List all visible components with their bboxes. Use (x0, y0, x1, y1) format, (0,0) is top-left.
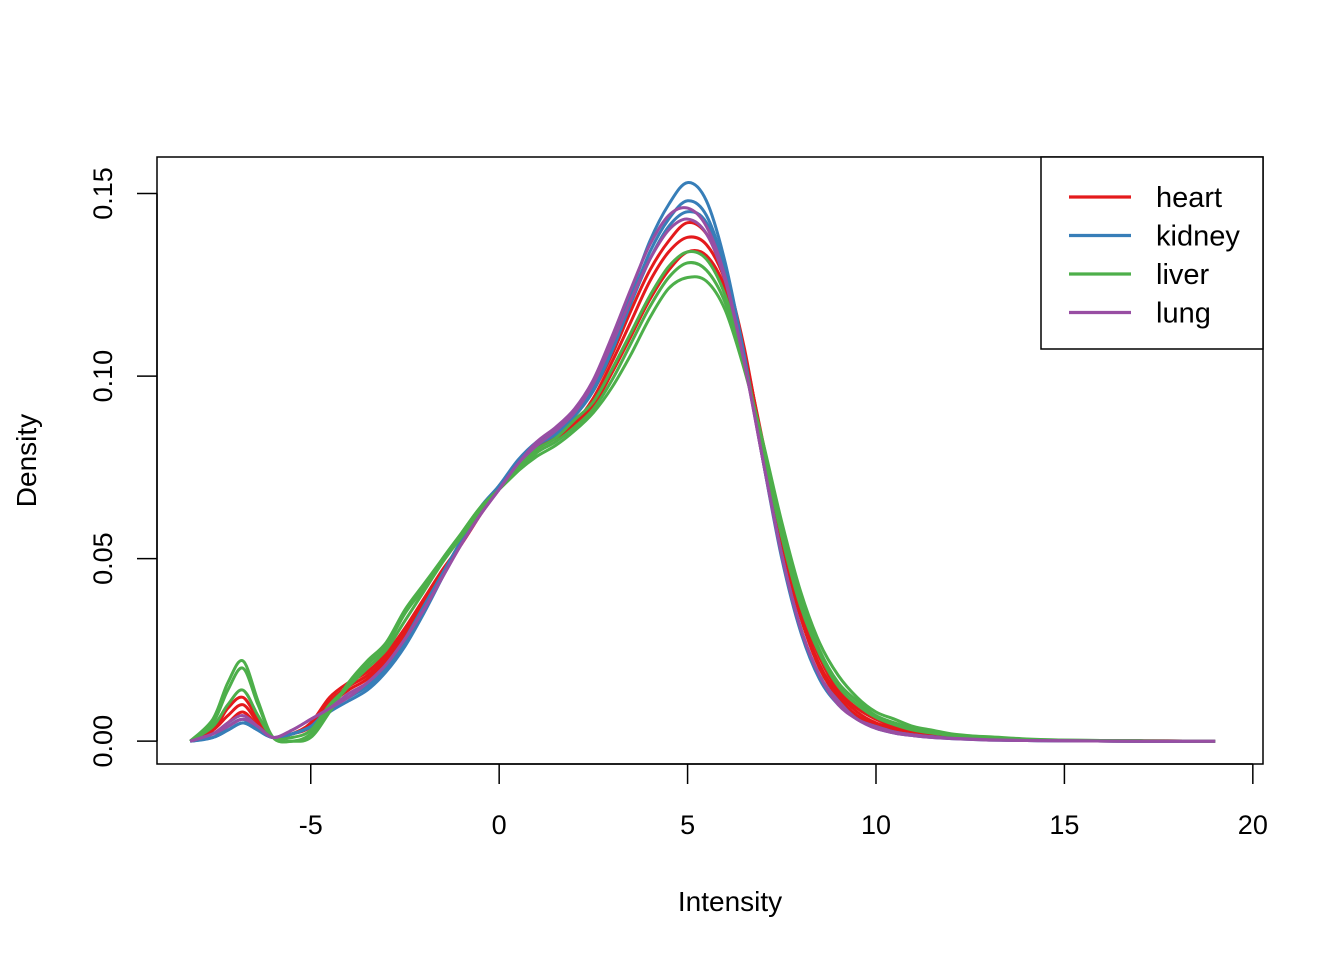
x-tick-label: -5 (299, 810, 323, 840)
x-tick-label: 15 (1049, 810, 1079, 840)
y-axis: 0.00 0.05 0.10 0.15 (88, 167, 158, 768)
x-tick-label: 20 (1238, 810, 1268, 840)
legend-label-liver: liver (1156, 259, 1210, 291)
x-axis: -5 0 5 10 15 20 (299, 763, 1268, 840)
y-axis-title: Density (11, 414, 42, 507)
density-line-lung (189, 217, 1216, 743)
y-tick-label: 0.05 (88, 532, 118, 585)
density-curves (189, 181, 1216, 744)
y-tick-label: 0.15 (88, 167, 118, 220)
density-line-liver (189, 275, 1216, 744)
x-tick-label: 0 (492, 810, 507, 840)
density-line-heart (189, 235, 1216, 743)
legend-label-kidney: kidney (1156, 221, 1240, 253)
x-tick-label: 10 (861, 810, 891, 840)
legend-box (1040, 156, 1264, 350)
x-axis-title: Intensity (678, 886, 782, 917)
y-tick-label: 0.00 (88, 715, 118, 768)
legend: heart kidney liver lung (1040, 156, 1264, 350)
legend-label-heart: heart (1156, 182, 1222, 214)
density-line-liver (189, 250, 1216, 743)
legend-label-lung: lung (1156, 298, 1211, 330)
y-tick-label: 0.10 (88, 350, 118, 403)
x-tick-label: 5 (680, 810, 695, 840)
